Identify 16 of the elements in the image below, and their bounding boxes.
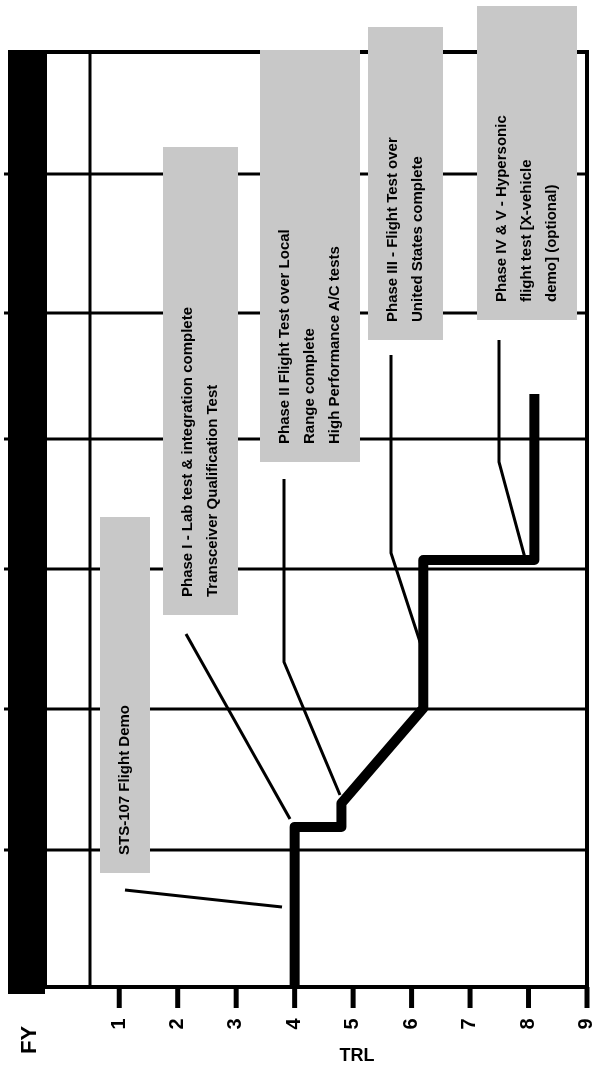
text: Phase III - Flight Test over United States complete (382, 137, 425, 322)
x-tick-label: 7 (457, 1018, 480, 1030)
x-tick-label: 5 (340, 1018, 363, 1030)
annotation: STS-107 Flight Demo (114, 704, 132, 855)
x-tick-label: 9 (574, 1018, 595, 1030)
annotation: Phase II Flight Test over Local Range complete High Performance A/C tests (274, 229, 342, 444)
x-axis-title: TRL (339, 1044, 375, 1065)
annotation: Phase I - Lab test & integration complete Transceiver Qualification Test (177, 306, 220, 597)
x-tick-label: 3 (223, 1018, 246, 1030)
text: Phase IV & V - Hypersonic flight test [X-vehicle demo] (optional) (491, 115, 559, 302)
y-axis-title: FY (15, 1025, 41, 1055)
x-tick-label: 1 (106, 1018, 129, 1030)
x-tick-label: 4 (281, 1017, 304, 1030)
x-tick-label: 2 (164, 1018, 187, 1030)
x-tick-label: 6 (398, 1018, 421, 1030)
x-tick-label: 8 (515, 1018, 538, 1030)
